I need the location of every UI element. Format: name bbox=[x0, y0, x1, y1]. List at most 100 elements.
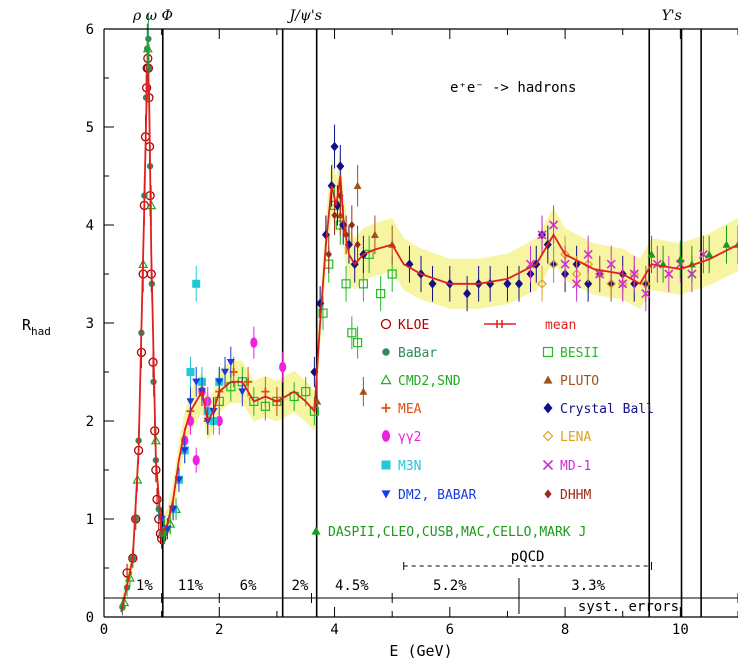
legend-label-dm2-babar: DM2, BABAR bbox=[398, 488, 476, 503]
y-axis-title: Rhad bbox=[22, 316, 51, 338]
data-point-2-2 bbox=[192, 455, 200, 466]
data-point-crystal-ball-19 bbox=[514, 279, 523, 289]
legend-marker-dm2-babar bbox=[381, 490, 391, 499]
syst-value-0: 1% bbox=[136, 578, 153, 594]
legend-marker-cmd2-snd bbox=[380, 374, 392, 385]
syst-value-6: 3.3% bbox=[571, 578, 605, 594]
data-point-crystal-ball-18 bbox=[503, 279, 512, 289]
axes: 0 1 2 3 4 5 6 0 2 4 6 8 10 E (GeV) Rhad bbox=[22, 22, 738, 660]
data-point-daspii-cleo-cusb-mac-cello-mark-j-2 bbox=[676, 255, 685, 263]
data-point-dhhm-0 bbox=[325, 250, 332, 259]
resonance-label-0: ρ ω Φ bbox=[132, 8, 173, 24]
y-tick-label-2: 2 bbox=[86, 414, 94, 430]
data-point-dm2-babar-6 bbox=[192, 378, 201, 386]
legend-marker-besii bbox=[542, 346, 554, 358]
legend-marker-mea bbox=[381, 403, 391, 413]
mean-line bbox=[120, 68, 738, 613]
syst-value-3: 2% bbox=[292, 578, 309, 594]
x-tick-label-4: 4 bbox=[330, 622, 338, 638]
data-point-kloe-19 bbox=[152, 494, 162, 505]
data-point-dhhm-4 bbox=[348, 221, 356, 229]
data-point-pluto-3 bbox=[359, 387, 368, 395]
legend-label-babar: BaBar bbox=[398, 346, 437, 361]
y-tick-label-5: 5 bbox=[86, 120, 94, 136]
x-tick-label-2: 2 bbox=[215, 622, 223, 638]
legend-label-lena: LENA bbox=[560, 430, 591, 445]
syst-label: syst. errors bbox=[578, 599, 679, 615]
y-tick-label-3: 3 bbox=[86, 316, 94, 332]
data-point-lena-1 bbox=[548, 259, 559, 270]
x-tick-label-8: 8 bbox=[561, 622, 569, 638]
legend-marker-mean bbox=[484, 320, 516, 328]
syst-value-1: 11% bbox=[178, 578, 204, 594]
legend-label-mea: MEA bbox=[398, 402, 422, 417]
data-point-dm2-babar-13 bbox=[238, 388, 247, 396]
y-axis-title-sub: had bbox=[31, 325, 51, 338]
data-point-md-1-1 bbox=[537, 230, 547, 240]
legend-entry-kloe: KLOE bbox=[380, 318, 429, 333]
legend-entry-m3n: M3N bbox=[381, 459, 421, 474]
series-pluto bbox=[313, 165, 397, 416]
legend-marker-babar bbox=[382, 348, 390, 356]
data-point-md-1-8 bbox=[618, 279, 628, 289]
data-point-dhhm-1 bbox=[331, 211, 338, 220]
data-point-2-6 bbox=[250, 337, 258, 348]
x-tick-label-6: 6 bbox=[446, 622, 454, 638]
x-tick-label-0: 0 bbox=[100, 622, 108, 638]
legend-label-crystal-ball: Crystal Ball bbox=[560, 402, 654, 417]
data-point-md-1-0 bbox=[525, 259, 536, 269]
data-point-crystal-ball-2 bbox=[321, 230, 330, 240]
x-tick-label-10: 10 bbox=[672, 622, 689, 638]
legend-label-mean: mean bbox=[545, 318, 576, 333]
legend-entry-dhhm: DHHM bbox=[544, 488, 591, 503]
data-point-besii-9 bbox=[318, 308, 328, 318]
data-point-besii-15 bbox=[353, 338, 363, 348]
mean-curve bbox=[120, 68, 738, 613]
data-point-md-1-5 bbox=[583, 249, 593, 259]
data-point-dm2-babar-12 bbox=[226, 359, 235, 367]
data-point-m3n-3 bbox=[186, 368, 195, 376]
legend-entry-babar: BaBar bbox=[382, 346, 437, 361]
y-tick-label-0: 0 bbox=[86, 610, 94, 626]
legend-marker-crystal-ball bbox=[543, 402, 553, 414]
process-label: e⁺e⁻ -> hadrons bbox=[450, 80, 576, 96]
data-point-md-1-2 bbox=[548, 220, 559, 230]
data-point-crystal-ball-15 bbox=[463, 288, 472, 299]
legend-marker-m3n bbox=[381, 460, 391, 470]
legend-label-m3n: M3N bbox=[398, 459, 421, 474]
data-point-dhhm-5 bbox=[354, 240, 361, 249]
resonance-label-1: J/ψ's bbox=[287, 8, 322, 24]
legend-label-md-1: MD-1 bbox=[560, 459, 591, 474]
data-point-besii-3 bbox=[249, 396, 259, 406]
legend-marker-2 bbox=[381, 430, 391, 442]
data-point-cmd2-snd-0 bbox=[119, 597, 130, 607]
data-point-mea-5 bbox=[261, 387, 270, 396]
data-point-pluto-2 bbox=[353, 181, 362, 189]
data-point-md-1-10 bbox=[641, 289, 651, 299]
data-point-cmd2-snd-4 bbox=[142, 43, 153, 53]
legend-label-daspii-cleo-cusb-mac-cello-mark-j: DASPII,CLEO,CUSB,MAC,CELLO,MARK J bbox=[328, 525, 586, 540]
annotations: ρ ω Φ J/ψ's Υ's e⁺e⁻ -> hadrons pQCD 1% 11% 6% 2… bbox=[104, 8, 738, 615]
legend-marker-lena bbox=[542, 430, 554, 442]
data-point-daspii-cleo-cusb-mac-cello-mark-j-5 bbox=[722, 240, 731, 248]
legend-entry-lena: LENA bbox=[542, 430, 591, 445]
legend-label-kloe: KLOE bbox=[398, 318, 429, 333]
data-point-babar-9 bbox=[145, 35, 152, 42]
legend-label-dhhm: DHHM bbox=[560, 488, 591, 503]
syst-value-4: 4.5% bbox=[335, 578, 369, 594]
legend-entry-md-1: MD-1 bbox=[542, 459, 591, 474]
data-point-besii-13 bbox=[341, 279, 351, 289]
data-point-crystal-ball-27 bbox=[584, 279, 593, 289]
data-point-besii-7 bbox=[301, 387, 311, 397]
data-point-md-1-9 bbox=[629, 269, 639, 279]
data-point-besii-14 bbox=[347, 328, 357, 338]
data-point-2-7 bbox=[279, 361, 287, 373]
resonance-label-2: Υ's bbox=[662, 8, 682, 24]
y-tick-label-1: 1 bbox=[86, 512, 94, 528]
legend-marker-pluto bbox=[543, 375, 553, 384]
data-point-md-1-3 bbox=[560, 259, 570, 269]
legend-entry-cmd2-snd: CMD2,SND bbox=[380, 374, 461, 389]
data-point-kloe-0 bbox=[122, 568, 132, 578]
pqcd-label: pQCD bbox=[511, 549, 545, 565]
